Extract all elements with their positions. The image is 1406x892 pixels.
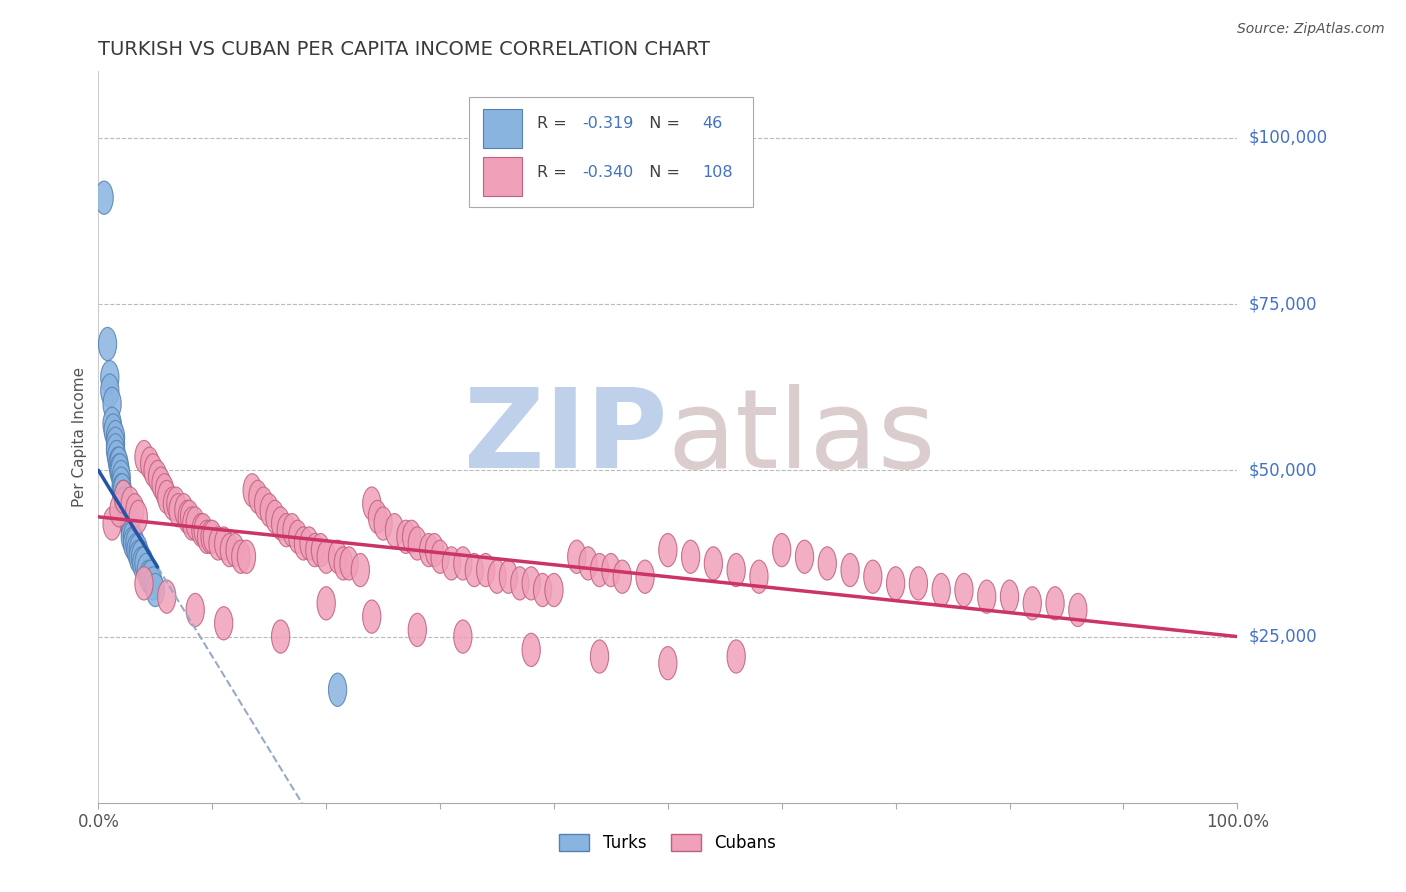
Text: N =: N = [640, 116, 686, 130]
Text: $100,000: $100,000 [1249, 128, 1327, 147]
Text: $75,000: $75,000 [1249, 295, 1317, 313]
Text: TURKISH VS CUBAN PER CAPITA INCOME CORRELATION CHART: TURKISH VS CUBAN PER CAPITA INCOME CORRE… [98, 39, 710, 59]
Text: -0.319: -0.319 [582, 116, 634, 130]
Text: R =: R = [537, 116, 572, 130]
Text: R =: R = [537, 165, 572, 180]
Text: atlas: atlas [668, 384, 936, 491]
Text: Source: ZipAtlas.com: Source: ZipAtlas.com [1237, 22, 1385, 37]
Text: ZIP: ZIP [464, 384, 668, 491]
Text: -0.340: -0.340 [582, 165, 634, 180]
Text: N =: N = [640, 165, 686, 180]
Text: $50,000: $50,000 [1249, 461, 1317, 479]
Legend: Turks, Cubans: Turks, Cubans [551, 825, 785, 860]
Text: 46: 46 [702, 116, 723, 130]
Text: 108: 108 [702, 165, 733, 180]
FancyBboxPatch shape [484, 109, 522, 148]
FancyBboxPatch shape [484, 157, 522, 196]
Y-axis label: Per Capita Income: Per Capita Income [72, 367, 87, 508]
Text: $25,000: $25,000 [1249, 628, 1317, 646]
FancyBboxPatch shape [468, 97, 754, 207]
